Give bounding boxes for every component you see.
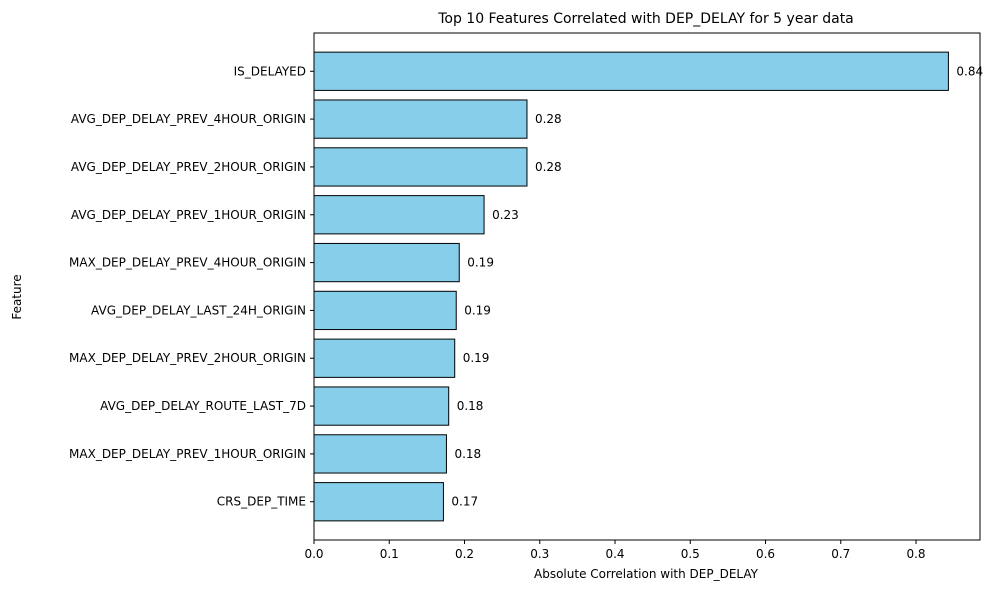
y-tick-label: CRS_DEP_TIME xyxy=(217,495,306,509)
plot-frame xyxy=(313,32,981,541)
bar-labels-group: 0.84 0.28 0.28 0.23 0.19 0.19 0.19 0.18 0.18 0.17 xyxy=(451,64,983,508)
bar-value-label: 0.18 xyxy=(457,399,484,413)
bar-value-label: 0.28 xyxy=(535,112,562,126)
x-tick-label: 0.2 xyxy=(455,547,474,561)
x-tick-label: 0.0 xyxy=(304,547,323,561)
y-tick-label: AVG_DEP_DELAY_ROUTE_LAST_7D xyxy=(100,399,306,413)
y-axis-ticks: IS_DELAYED AVG_DEP_DELAY_PREV_4HOUR_ORIGI… xyxy=(69,64,314,509)
x-tick-label: 0.7 xyxy=(831,547,850,561)
x-axis-ticks: 0.0 0.1 0.2 0.3 0.4 0.5 0.6 0.7 0.8 xyxy=(304,540,926,561)
bar xyxy=(313,51,949,91)
bars-group xyxy=(313,51,949,522)
y-tick-label: AVG_DEP_DELAY_PREV_4HOUR_ORIGIN xyxy=(71,112,306,126)
bar-value-label: 0.17 xyxy=(451,495,478,509)
bar xyxy=(313,242,460,283)
y-tick-label: IS_DELAYED xyxy=(234,64,306,78)
bar-value-label: 0.19 xyxy=(464,303,491,317)
bar xyxy=(313,99,528,139)
x-tick-label: 0.1 xyxy=(380,547,399,561)
x-tick-label: 0.3 xyxy=(530,547,549,561)
bar xyxy=(313,338,456,378)
chart-title: Top 10 Features Correlated with DEP_DELA… xyxy=(437,11,854,27)
x-tick-label: 0.4 xyxy=(605,547,624,561)
y-tick-label: MAX_DEP_DELAY_PREV_2HOUR_ORIGIN xyxy=(69,351,306,365)
y-tick-label: AVG_DEP_DELAY_PREV_1HOUR_ORIGIN xyxy=(71,208,306,222)
x-tick-label: 0.6 xyxy=(756,547,775,561)
y-tick-label: AVG_DEP_DELAY_LAST_24H_ORIGIN xyxy=(91,303,306,317)
bar-value-label: 0.28 xyxy=(535,160,562,174)
x-tick-label: 0.8 xyxy=(906,547,925,561)
bar xyxy=(313,147,528,187)
bar xyxy=(313,482,444,522)
bar-value-label: 0.19 xyxy=(463,351,490,365)
bar-value-label: 0.19 xyxy=(467,256,494,270)
y-axis-label: Feature xyxy=(10,274,24,319)
bar-value-label: 0.84 xyxy=(956,64,983,78)
bar-value-label: 0.23 xyxy=(492,208,519,222)
bar xyxy=(313,434,447,474)
x-tick-label: 0.5 xyxy=(681,547,700,561)
y-tick-label: MAX_DEP_DELAY_PREV_4HOUR_ORIGIN xyxy=(69,256,306,270)
bar-value-label: 0.18 xyxy=(454,447,481,461)
x-axis-label: Absolute Correlation with DEP_DELAY xyxy=(534,567,759,581)
bar xyxy=(313,195,485,235)
bar xyxy=(313,386,450,426)
y-tick-label: AVG_DEP_DELAY_PREV_2HOUR_ORIGIN xyxy=(71,160,306,174)
bar xyxy=(313,290,457,331)
y-tick-label: MAX_DEP_DELAY_PREV_1HOUR_ORIGIN xyxy=(69,447,306,461)
